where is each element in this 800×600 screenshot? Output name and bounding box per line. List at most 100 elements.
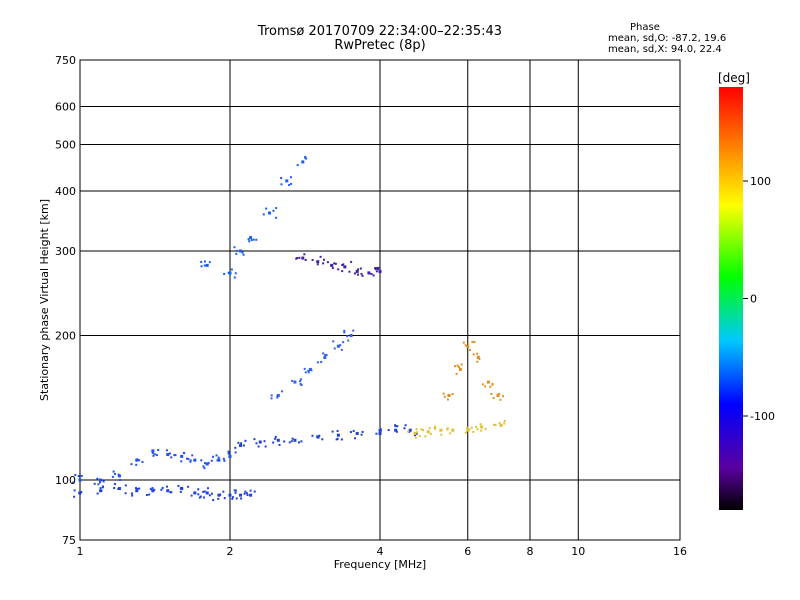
data-point: [210, 459, 213, 462]
data-point: [466, 344, 470, 348]
data-point: [177, 484, 180, 487]
data-point: [502, 395, 505, 398]
data-point: [343, 331, 346, 334]
data-point: [191, 454, 194, 457]
data-point: [464, 431, 467, 434]
data-point: [460, 363, 463, 366]
data-point: [304, 155, 307, 158]
data-point: [97, 483, 100, 486]
data-point: [274, 437, 277, 440]
data-point: [255, 442, 258, 445]
data-point: [240, 497, 243, 500]
data-point: [241, 251, 244, 254]
data-point: [267, 211, 271, 215]
data-point: [190, 494, 193, 497]
data-point: [290, 182, 293, 185]
data-point: [307, 371, 310, 374]
data-point: [217, 456, 220, 459]
data-point: [332, 340, 335, 343]
data-point: [303, 367, 306, 370]
data-point: [135, 463, 138, 466]
data-point: [234, 451, 237, 454]
data-point: [234, 491, 237, 494]
data-point: [117, 488, 120, 491]
data-point: [136, 488, 139, 491]
data-point: [283, 440, 286, 443]
data-point: [323, 355, 327, 359]
data-point: [276, 396, 279, 399]
data-point: [420, 428, 423, 431]
data-point: [490, 392, 493, 395]
data-point: [304, 259, 307, 262]
data-point: [166, 489, 170, 493]
data-point: [303, 253, 306, 256]
data-point: [243, 492, 246, 495]
data-point: [78, 478, 81, 481]
data-point: [180, 486, 183, 489]
data-point: [235, 252, 238, 255]
data-point: [394, 424, 397, 427]
data-point: [93, 482, 96, 485]
data-point: [346, 335, 349, 338]
data-point: [472, 430, 475, 433]
data-point: [180, 460, 183, 463]
gridlines: [80, 60, 680, 540]
data-point: [100, 489, 103, 492]
data-point: [130, 492, 133, 495]
data-point: [317, 436, 320, 439]
data-point: [464, 344, 467, 347]
data-point: [331, 267, 334, 270]
data-point: [336, 430, 339, 433]
data-point: [117, 474, 121, 478]
axis-ticks: 1 2 4 6 8 10 16 75 100 200 300 400 500 600 750: [55, 54, 687, 558]
data-point: [491, 382, 494, 385]
data-point: [375, 270, 378, 273]
data-point: [77, 475, 80, 478]
data-point: [354, 437, 357, 440]
data-point: [493, 423, 496, 426]
phase-label: Phase: [630, 22, 660, 33]
data-point: [239, 493, 243, 497]
data-point: [454, 365, 457, 368]
data-point: [418, 435, 421, 438]
data-point: [233, 489, 236, 492]
data-point: [446, 398, 449, 401]
data-point: [348, 270, 351, 273]
data-point: [198, 496, 201, 499]
data-point: [343, 329, 346, 332]
y-tick-label: 750: [55, 54, 76, 67]
data-point: [242, 444, 245, 447]
data-point: [155, 454, 158, 457]
data-point: [477, 355, 480, 358]
data-point: [152, 454, 155, 457]
colorbar-ticks: 100 0 -100: [743, 175, 775, 423]
data-point: [481, 383, 484, 386]
data-point: [451, 429, 454, 432]
data-point: [73, 489, 76, 492]
data-point: [257, 445, 260, 448]
colorbar: [719, 87, 743, 510]
data-point: [203, 260, 206, 263]
x-axis-label: Frequency [MHz]: [334, 558, 426, 571]
data-point: [231, 496, 234, 499]
data-point: [434, 425, 437, 428]
data-point: [249, 489, 252, 492]
data-point: [228, 493, 232, 497]
data-point: [367, 271, 370, 274]
data-point: [439, 429, 442, 432]
data-point: [205, 491, 209, 495]
data-point: [262, 213, 265, 216]
data-point: [404, 424, 407, 427]
data-point: [249, 493, 253, 497]
data-point: [489, 385, 492, 388]
data-point: [301, 161, 304, 164]
data-point: [299, 380, 302, 383]
data-point: [234, 489, 237, 492]
data-point: [319, 255, 322, 258]
data-point: [272, 209, 275, 212]
data-point: [280, 183, 283, 186]
data-point: [96, 492, 99, 495]
data-point: [237, 441, 240, 444]
data-point: [499, 398, 502, 401]
data-point: [415, 428, 418, 431]
